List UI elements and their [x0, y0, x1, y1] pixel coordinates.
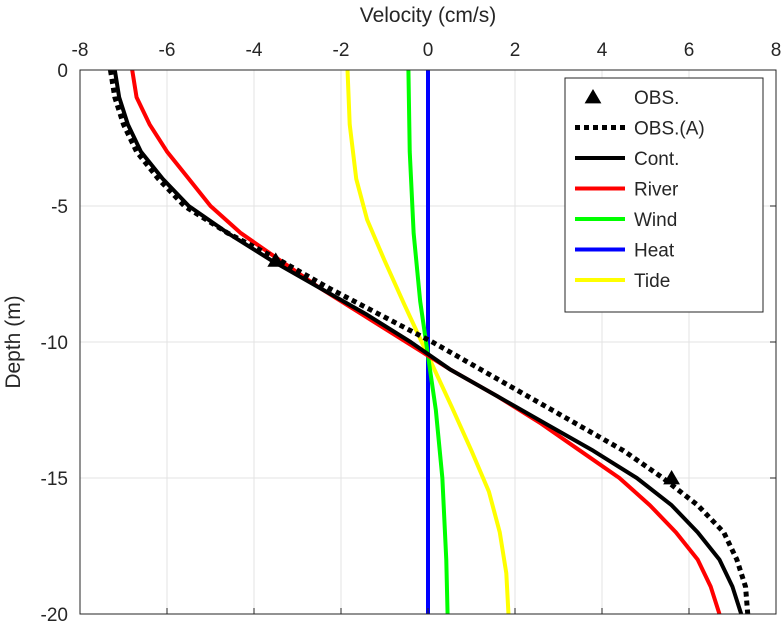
series-line-cont	[112, 69, 744, 615]
legend-marker	[584, 89, 602, 104]
x-tick-label: 0	[423, 40, 434, 61]
x-tick-label: -6	[159, 40, 176, 61]
legend-label: Wind	[634, 210, 677, 231]
obs-marker	[663, 470, 680, 485]
y-tick-label: -10	[41, 333, 68, 354]
y-tick-label: -5	[51, 197, 68, 218]
x-tick-label: 8	[771, 40, 782, 61]
x-tick-label: -2	[333, 40, 350, 61]
y-axis-label: Depth (m)	[2, 295, 25, 388]
x-tick-label: 6	[684, 40, 695, 61]
x-tick-label: -8	[72, 40, 89, 61]
series-line-obs-a	[107, 69, 751, 615]
legend-label: River	[634, 180, 679, 201]
x-axis-label: Velocity (cm/s)	[360, 4, 497, 27]
legend-box	[564, 77, 764, 313]
legend-label: OBS.(A)	[634, 119, 705, 140]
x-tick-label: 2	[510, 40, 521, 61]
legend-label: Cont.	[634, 149, 679, 170]
series-line-river	[130, 69, 722, 615]
legend: OBS. OBS.(A) Cont. River Wind Heat Tide	[564, 77, 764, 313]
obs-marker	[267, 252, 285, 267]
legend-label: Tide	[634, 271, 670, 292]
y-tick-label: -15	[41, 469, 68, 490]
ticks: -8 -6 -4 -2 0 2 4 6 80-5-10-15-20	[41, 40, 782, 626]
x-tick-label: 4	[597, 40, 608, 61]
x-tick-label: -4	[246, 40, 263, 61]
y-tick-label: -20	[41, 605, 68, 624]
legend-label: Heat	[634, 241, 675, 262]
series-layer	[107, 69, 751, 615]
legend-label: OBS.	[634, 88, 679, 109]
y-tick-label: 0	[57, 61, 68, 82]
